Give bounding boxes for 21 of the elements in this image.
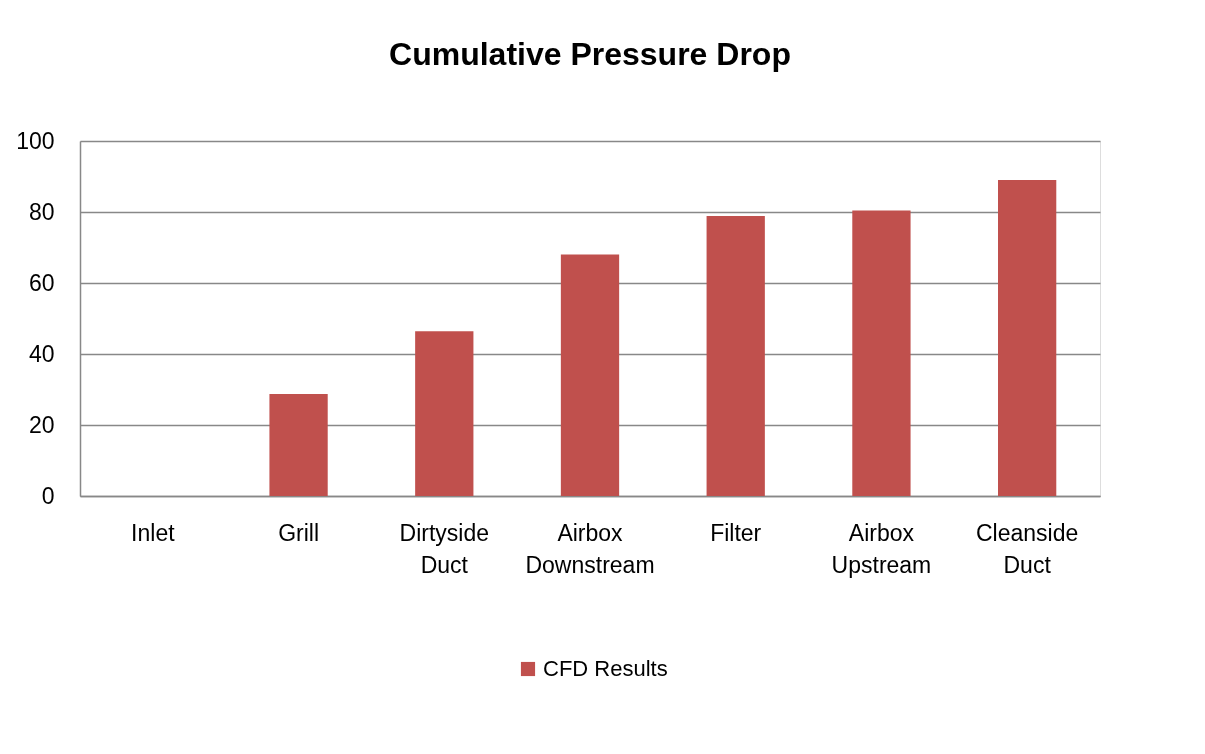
bar <box>852 210 911 496</box>
legend-label: CFD Results <box>543 656 668 681</box>
x-tick-label: Grill <box>278 519 320 546</box>
bar <box>560 254 620 496</box>
x-tick-label: Airbox Upstream <box>831 519 932 578</box>
y-tick-label: 80 <box>28 198 55 225</box>
bar <box>998 180 1057 496</box>
y-tick-label: 40 <box>28 340 55 367</box>
x-tick-label: Airbox Downstream <box>525 519 655 578</box>
bar <box>269 394 328 496</box>
y-tick-label: 60 <box>28 269 55 296</box>
x-tick-label: Filter <box>710 519 762 546</box>
x-tick-label: Cleanside Duct <box>975 519 1079 578</box>
y-tick-label: 100 <box>16 127 55 154</box>
y-tick-label: 20 <box>28 411 55 438</box>
bar <box>706 215 765 496</box>
chart-title: Cumulative Pressure Drop <box>389 36 791 72</box>
y-tick-label: 0 <box>41 482 55 509</box>
x-tick-label: Inlet <box>131 519 176 546</box>
bar <box>415 331 474 496</box>
x-tick-label: Dirtyside Duct <box>399 519 490 578</box>
